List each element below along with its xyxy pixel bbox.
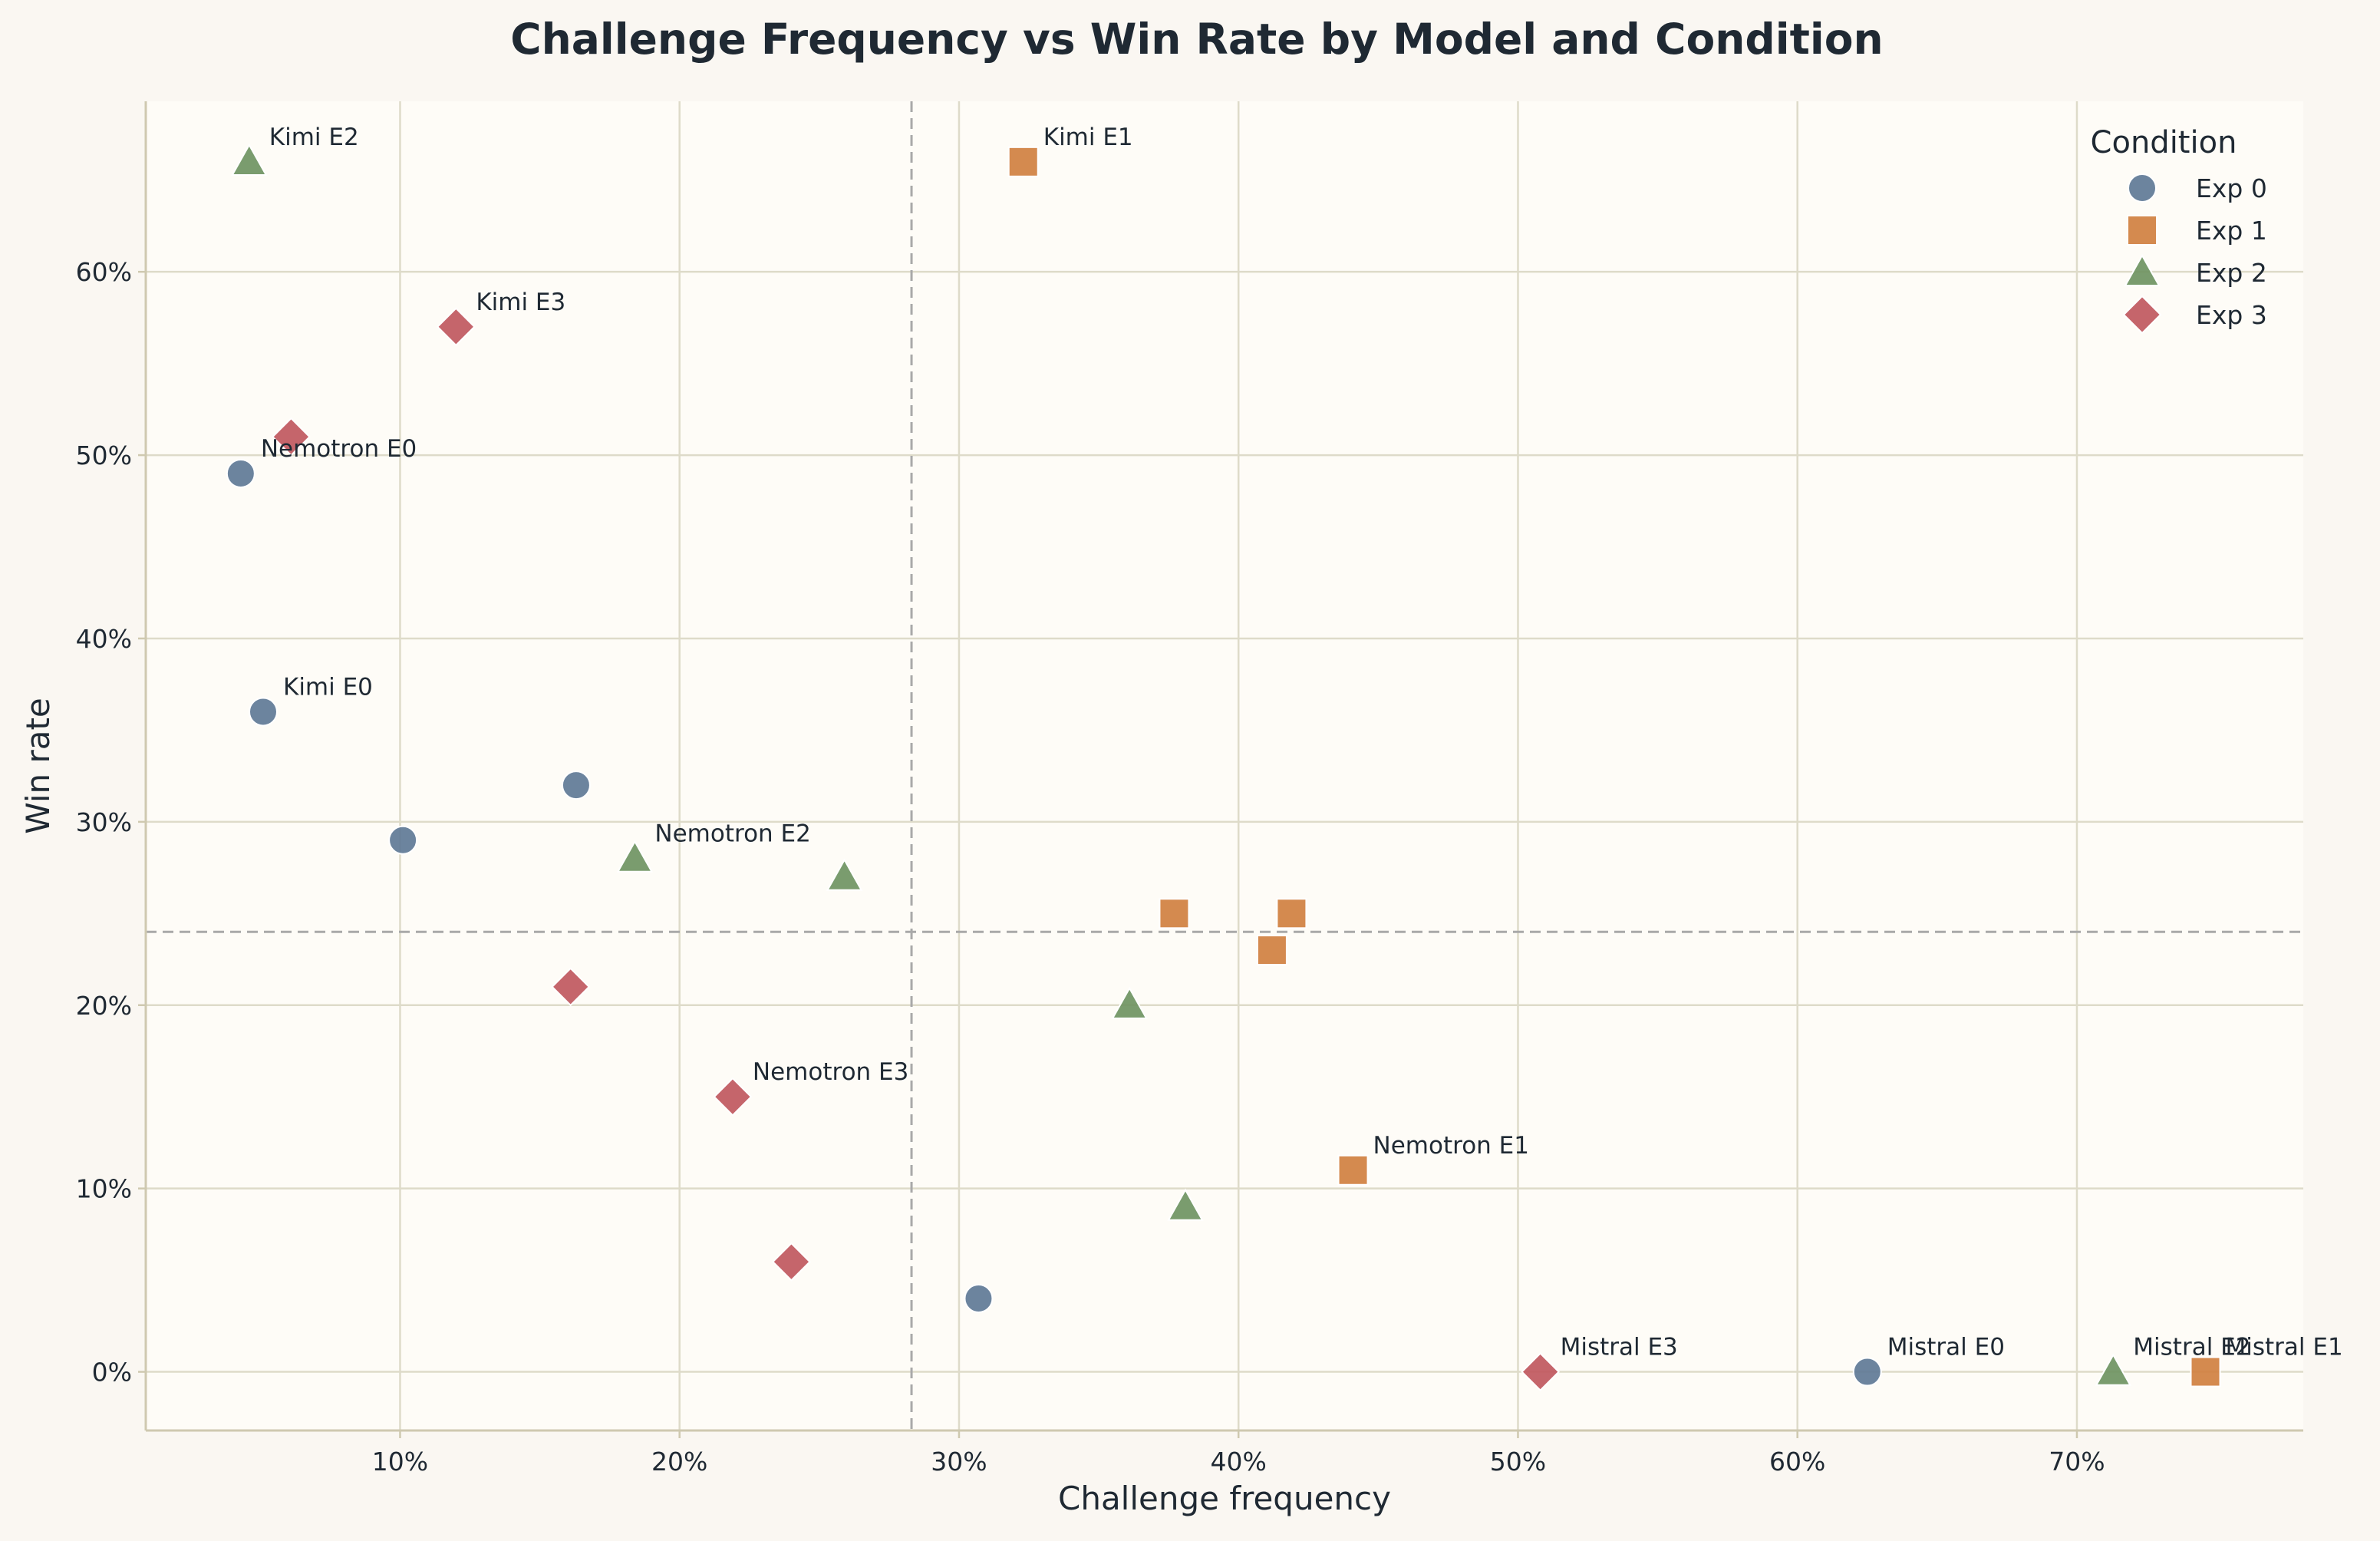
y-tick-label: 30% [76,807,132,837]
x-tick-label: 70% [2049,1447,2105,1477]
point-square [1337,1154,1369,1186]
x-tick-label: 40% [1211,1447,1267,1477]
legend-marker-square [2127,215,2157,246]
x-tick-label: 60% [1769,1447,1825,1477]
x-tick-label: 30% [931,1447,987,1477]
point-diamond [271,417,311,457]
point-diamond [1521,1352,1561,1391]
x-tick-label: 20% [651,1447,707,1477]
point-label: Nemotron E3 [753,1058,908,1086]
point-label: Kimi E3 [476,289,565,316]
point-circle [561,770,591,800]
x-axis-label: Challenge frequency [1058,1480,1391,1517]
point-label: Mistral E2 [2133,1334,2250,1361]
point-square [1007,146,1039,177]
point-label: Kimi E1 [1043,124,1133,151]
point-label: Kimi E2 [269,124,359,151]
point-circle [388,825,418,855]
point-triangle [826,858,863,891]
legend-title: Condition [2091,125,2237,160]
point-label: Nemotron E1 [1373,1132,1529,1160]
point-label: Nemotron E2 [654,820,810,848]
y-tick-label: 20% [76,991,132,1021]
legend: Condition Exp 0 Exp 1 Exp 2 Exp 3 [2091,125,2267,335]
point-triangle [1111,986,1148,1019]
point-square [1276,898,1307,929]
point-square [2190,1356,2221,1388]
point-circle [248,697,278,727]
point-diamond [436,307,476,347]
point-triangle [1167,1188,1204,1221]
point-circle [964,1283,994,1313]
point-triangle [2095,1353,2132,1386]
y-tick-label: 10% [76,1174,132,1204]
point-label: Mistral E0 [1887,1334,2005,1361]
data-points [226,143,2221,1391]
legend-label: Exp 1 [2196,216,2267,246]
legend-marker-diamond [2122,295,2162,335]
reference-lines [146,101,2303,1430]
y-tick-label: 50% [76,441,132,470]
point-label: Mistral E1 [2226,1334,2343,1361]
point-triangle [616,840,654,873]
point-square [1256,935,1287,966]
point-circle [226,458,255,488]
point-label: Kimi E0 [283,674,373,701]
point-label: Mistral E3 [1561,1334,1678,1361]
point-square [1159,898,1190,929]
chart-title: Challenge Frequency vs Win Rate by Model… [510,15,1883,64]
tick-labels: 10% 20% 30% 40% 50% 60% 70% 0% 10% 20% 30% 40% 50% 60… [76,257,2105,1477]
plot-area [146,101,2303,1430]
x-tick-label: 50% [1490,1447,1546,1477]
legend-marker-circle [2128,173,2157,203]
y-axis-label: Win rate [19,698,57,834]
x-tick-label: 10% [372,1447,428,1477]
point-triangle [231,143,268,176]
point-diamond [713,1077,753,1117]
point-label: Nemotron E0 [261,435,417,463]
y-tick-label: 60% [76,257,132,287]
point-diamond [551,967,591,1007]
legend-label: Exp 2 [2196,258,2267,288]
legend-marker-triangle [2124,253,2161,287]
point-diamond [772,1242,811,1282]
grid [146,101,2303,1430]
point-circle [1852,1357,1882,1387]
y-tick-label: 0% [92,1358,132,1388]
legend-label: Exp 3 [2196,300,2267,330]
point-annotations: Nemotron E0 Kimi E0 Mistral E0 Kimi E1 Nemot… [261,124,2343,1361]
legend-label: Exp 0 [2196,173,2267,203]
y-tick-label: 40% [76,624,132,654]
